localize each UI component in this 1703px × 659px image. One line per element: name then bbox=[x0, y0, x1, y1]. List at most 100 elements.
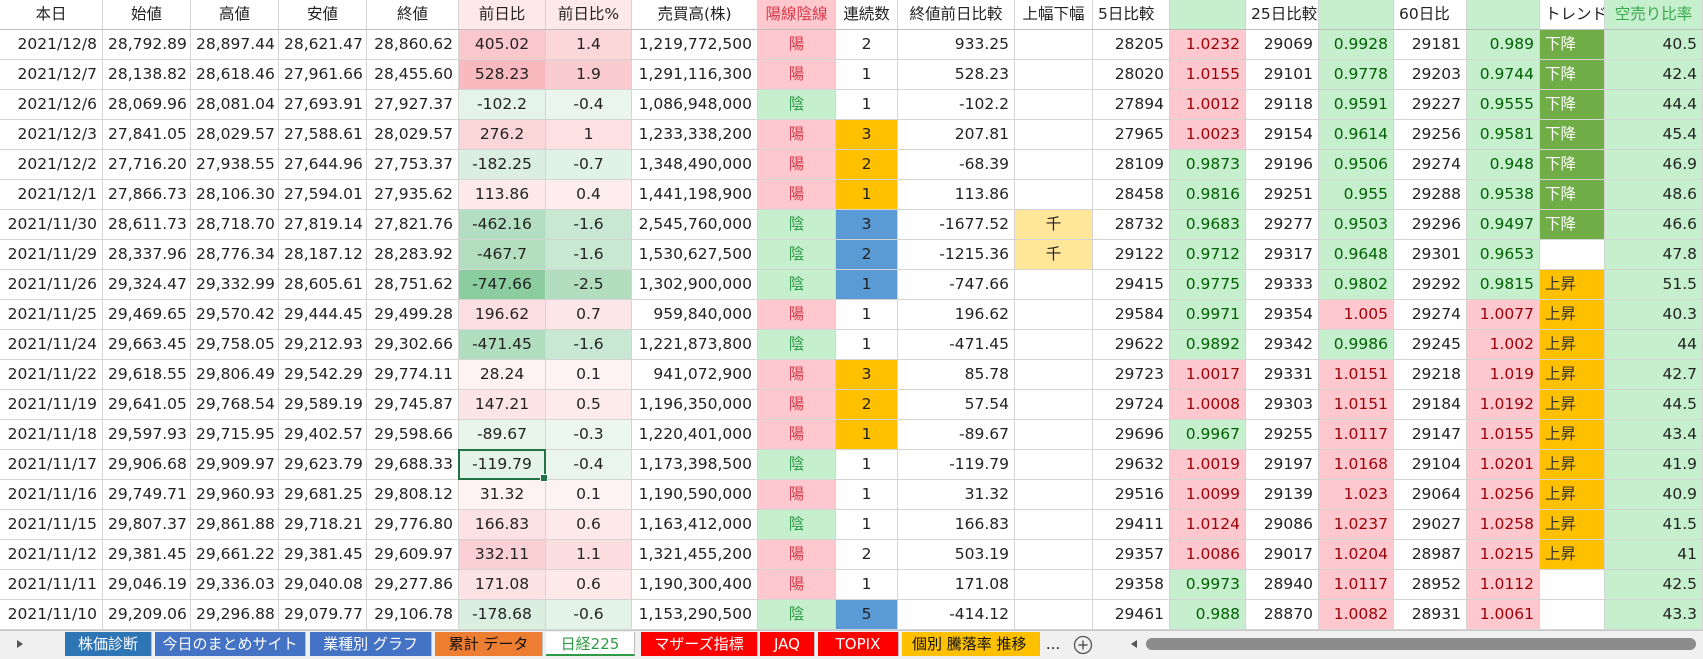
cell: 28,751.62 bbox=[367, 270, 459, 300]
cell: 1.0082 bbox=[1319, 600, 1394, 630]
cell: 42.4 bbox=[1605, 60, 1703, 90]
cell: 1.0168 bbox=[1319, 450, 1394, 480]
cell: 27965 bbox=[1093, 120, 1170, 150]
cell: 29296 bbox=[1394, 210, 1467, 240]
cell: 29,960.93 bbox=[191, 480, 279, 510]
cell bbox=[1015, 330, 1093, 360]
cell: 1 bbox=[836, 60, 898, 90]
sheet-tab[interactable]: 今日のまとめサイト bbox=[155, 632, 306, 656]
cell: 0.4 bbox=[546, 180, 632, 210]
cell bbox=[1015, 270, 1093, 300]
column-header: 本日 bbox=[0, 0, 103, 30]
sheet-tab[interactable]: 株価診断 bbox=[65, 632, 152, 656]
cell: 43.3 bbox=[1605, 600, 1703, 630]
cell: 下降 bbox=[1540, 30, 1605, 60]
cell: 千 bbox=[1015, 210, 1093, 240]
cell: 1,348,490,000 bbox=[632, 150, 758, 180]
cell: 1.0204 bbox=[1319, 540, 1394, 570]
cell: 0.9614 bbox=[1319, 120, 1394, 150]
cell: 29,542.29 bbox=[279, 360, 367, 390]
cell bbox=[1540, 240, 1605, 270]
sheet-tab[interactable]: JAQ bbox=[760, 632, 815, 656]
cell: 29584 bbox=[1093, 300, 1170, 330]
cell: 2021/12/2 bbox=[0, 150, 103, 180]
cell: 29118 bbox=[1246, 90, 1319, 120]
column-header: 25日比較 bbox=[1246, 0, 1319, 30]
cell: 28,029.57 bbox=[191, 120, 279, 150]
cell: 29104 bbox=[1394, 450, 1467, 480]
cell: 3 bbox=[836, 210, 898, 240]
cell: 27,819.14 bbox=[279, 210, 367, 240]
cell: 1 bbox=[836, 480, 898, 510]
cell: 1 bbox=[836, 510, 898, 540]
cell: 0.9683 bbox=[1170, 210, 1246, 240]
cell: 1 bbox=[836, 450, 898, 480]
cell: 2021/11/10 bbox=[0, 600, 103, 630]
cell: 29,212.93 bbox=[279, 330, 367, 360]
cell: 29027 bbox=[1394, 510, 1467, 540]
cell: 0.9873 bbox=[1170, 150, 1246, 180]
scroll-left-arrow[interactable] bbox=[1128, 638, 1140, 650]
horizontal-scrollbar[interactable] bbox=[1146, 638, 1696, 650]
cell: 0.7 bbox=[546, 300, 632, 330]
cell: 29,688.33 bbox=[367, 450, 459, 480]
cell: 29274 bbox=[1394, 300, 1467, 330]
cell: 陽 bbox=[758, 180, 836, 210]
cell bbox=[1015, 150, 1093, 180]
cell: 2021/12/3 bbox=[0, 120, 103, 150]
cell: 31.32 bbox=[898, 480, 1015, 510]
cell: 29,499.28 bbox=[367, 300, 459, 330]
cell: 29,277.86 bbox=[367, 570, 459, 600]
add-sheet-button[interactable] bbox=[1072, 634, 1094, 656]
cell: 2,545,760,000 bbox=[632, 210, 758, 240]
cell: 29411 bbox=[1093, 510, 1170, 540]
cell: 1,173,398,500 bbox=[632, 450, 758, 480]
cell: 29,641.05 bbox=[103, 390, 191, 420]
cell: 3 bbox=[836, 360, 898, 390]
cell: 陰 bbox=[758, 450, 836, 480]
cell: 0.5 bbox=[546, 390, 632, 420]
cell: 0.9506 bbox=[1319, 150, 1394, 180]
cell: 29,745.87 bbox=[367, 390, 459, 420]
cell: 2021/12/1 bbox=[0, 180, 103, 210]
sheet-tab[interactable]: 業種別 グラフ bbox=[310, 632, 432, 656]
tab-overflow[interactable]: ... bbox=[1045, 635, 1061, 653]
cell: 31.32 bbox=[459, 480, 546, 510]
cell: 1.0099 bbox=[1170, 480, 1246, 510]
cell: 0.9591 bbox=[1319, 90, 1394, 120]
cell: -747.66 bbox=[459, 270, 546, 300]
cell: 29,589.19 bbox=[279, 390, 367, 420]
cell bbox=[1540, 570, 1605, 600]
cell: 1.0155 bbox=[1170, 60, 1246, 90]
sheet-tab[interactable]: マザーズ指標 bbox=[641, 632, 758, 656]
cell: -1.6 bbox=[546, 240, 632, 270]
cell: 27,588.61 bbox=[279, 120, 367, 150]
cell: 1,233,338,200 bbox=[632, 120, 758, 150]
cell: 29,909.97 bbox=[191, 450, 279, 480]
sheet-tab[interactable]: 個別 騰落率 推移 bbox=[902, 632, 1040, 656]
column-header: 60日比 bbox=[1394, 0, 1467, 30]
cell: 44 bbox=[1605, 330, 1703, 360]
cell: 29,402.57 bbox=[279, 420, 367, 450]
sheet-tab[interactable]: TOPIX bbox=[818, 632, 899, 656]
cell: 1.0023 bbox=[1170, 120, 1246, 150]
cell: -1215.36 bbox=[898, 240, 1015, 270]
cell: 29516 bbox=[1093, 480, 1170, 510]
cell: 1.0012 bbox=[1170, 90, 1246, 120]
cell: 0.9967 bbox=[1170, 420, 1246, 450]
cell: 29227 bbox=[1394, 90, 1467, 120]
cell: 0.9802 bbox=[1319, 270, 1394, 300]
cell: 0.9538 bbox=[1467, 180, 1540, 210]
cell: 上昇 bbox=[1540, 270, 1605, 300]
cell: 1,163,412,000 bbox=[632, 510, 758, 540]
cell: 29,681.25 bbox=[279, 480, 367, 510]
sheet-tab[interactable]: 日経225 bbox=[546, 632, 635, 656]
tab-scroll-arrow[interactable] bbox=[14, 638, 26, 650]
cell: 陰 bbox=[758, 600, 836, 630]
cell: -467.7 bbox=[459, 240, 546, 270]
sheet-tab[interactable]: 累計 データ bbox=[435, 632, 543, 656]
cell: 27,866.73 bbox=[103, 180, 191, 210]
cell: 41.5 bbox=[1605, 510, 1703, 540]
cell: 1.0117 bbox=[1319, 570, 1394, 600]
cell: 29,774.11 bbox=[367, 360, 459, 390]
